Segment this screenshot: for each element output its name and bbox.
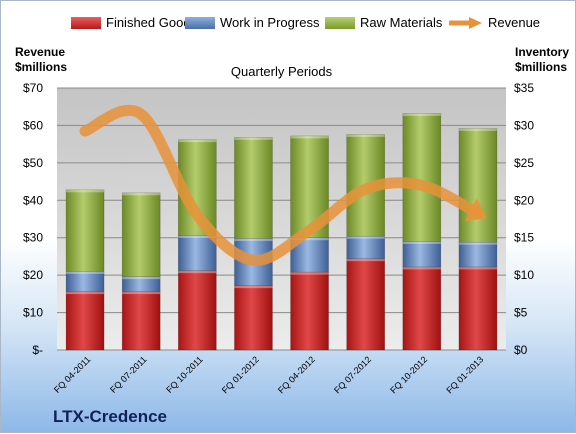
bar-cap	[402, 113, 441, 116]
bar-finished-goods-fq-10-2011	[178, 270, 217, 351]
bar-cap	[346, 134, 385, 137]
bar-cap	[66, 291, 105, 295]
right-tick-label: $20	[514, 193, 534, 207]
bar-cap	[234, 137, 273, 140]
legend-swatch-finished-goods	[71, 16, 101, 29]
left-axis-title-line-1: Revenue	[15, 45, 66, 59]
bar-cap	[402, 266, 441, 270]
bar-raw-materials-fq-07-2011	[121, 192, 161, 277]
bar-finished-goods-fq-07-2012	[346, 258, 385, 351]
legend: Finished Goods Work in Progress Raw Mate…	[1, 15, 576, 35]
right-tick-label: $5	[514, 306, 528, 320]
bar-cap	[122, 192, 161, 196]
bar-finished-goods-fq-01-2012	[234, 285, 273, 351]
company-name: LTX-Credence	[53, 407, 167, 426]
left-tick-label: $-	[32, 343, 43, 357]
right-axis-title-line-1: Inventory	[515, 45, 570, 59]
bar-cap	[234, 285, 273, 289]
bar-cap	[346, 236, 385, 239]
chart-title: Quarterly Periods	[231, 64, 333, 79]
x-tick-label: FQ 10-2011	[164, 354, 205, 395]
x-tick-label: FQ 01-2013	[444, 354, 485, 395]
bar-raw-materials-fq-01-2012	[234, 137, 273, 239]
legend-swatch-revenue	[449, 16, 482, 29]
right-tick-label: $15	[514, 231, 534, 245]
left-tick-label: $50	[23, 156, 43, 170]
bar-cap	[290, 237, 329, 241]
bar-cap	[346, 258, 385, 262]
right-tick-label: $30	[514, 118, 534, 132]
bar-finished-goods-fq-04-2011	[65, 291, 105, 351]
legend-label-revenue: Revenue	[488, 15, 541, 30]
left-tick-label: $40	[23, 193, 43, 207]
right-tick-label: $10	[514, 268, 534, 282]
bar-raw-materials-fq-10-2012	[402, 113, 442, 242]
right-axis-title-line-2: $millions	[515, 60, 568, 74]
bar-finished-goods-fq-07-2011	[121, 291, 161, 351]
bar-finished-goods-fq-04-2012	[290, 271, 329, 351]
bar-cap	[178, 139, 217, 143]
left-tick-label: $20	[23, 268, 43, 282]
bar-cap	[122, 291, 161, 295]
bar-cap	[66, 189, 105, 193]
bar-cap	[178, 270, 217, 274]
right-axis-title: Inventory $millions	[515, 45, 569, 75]
legend-label-work-in-progress: Work in Progress	[220, 15, 320, 30]
legend-swatch-raw-materials	[325, 16, 355, 29]
left-tick-label: $60	[23, 118, 43, 132]
bar-cap	[66, 271, 105, 274]
bar-cap	[402, 241, 441, 244]
bar-work-in-progress-fq-07-2012	[346, 235, 385, 259]
bar-cap	[234, 238, 273, 241]
right-tick-label: $35	[514, 81, 534, 95]
legend-swatch-work-in-progress	[185, 16, 215, 29]
bar-work-in-progress-fq-10-2012	[402, 241, 442, 268]
bar-work-in-progress-fq-01-2013	[458, 241, 498, 268]
legend-item-raw-materials: Raw Materials	[325, 15, 442, 30]
bar-raw-materials-fq-04-2011	[65, 189, 105, 272]
x-tick-label: FQ 07-2011	[108, 354, 149, 395]
x-tick-label: FQ 07-2012	[332, 354, 373, 395]
legend-label-raw-materials: Raw Materials	[360, 15, 443, 30]
legend-item-revenue: Revenue	[449, 15, 540, 30]
bar-cap	[178, 235, 217, 238]
bar-raw-materials-fq-01-2013	[458, 128, 498, 243]
bar-cap	[458, 128, 497, 131]
bar-finished-goods-fq-10-2012	[402, 266, 442, 351]
bar-work-in-progress-fq-10-2011	[178, 235, 217, 271]
left-tick-label: $10	[23, 306, 43, 320]
left-tick-label: $70	[23, 81, 43, 95]
x-tick-label: FQ 10-2012	[388, 354, 429, 395]
legend-item-work-in-progress: Work in Progress	[185, 15, 319, 30]
x-tick-label: FQ 04-2012	[276, 354, 317, 395]
left-axis-title-line-2: $millions	[15, 60, 68, 74]
legend-item-finished-goods: Finished Goods	[71, 15, 197, 30]
bar-cap	[122, 276, 161, 280]
legend-label-finished-goods: Finished Goods	[106, 15, 198, 30]
revenue-arrowhead	[464, 198, 487, 222]
x-tick-label: FQ 01-2012	[220, 354, 261, 395]
bar-cap	[458, 242, 497, 245]
bar-work-in-progress-fq-04-2011	[65, 271, 105, 292]
bar-cap	[458, 266, 497, 270]
bar-cap	[290, 272, 329, 275]
x-tick-label: FQ 04-2011	[52, 354, 93, 395]
bar-cap	[290, 135, 329, 139]
right-tick-label: $0	[514, 343, 528, 357]
right-tick-label: $25	[514, 156, 534, 170]
left-axis-title: Revenue $millions	[15, 45, 67, 75]
left-tick-label: $30	[23, 231, 43, 245]
bar-finished-goods-fq-01-2013	[458, 266, 498, 351]
revenue-line	[79, 104, 484, 266]
